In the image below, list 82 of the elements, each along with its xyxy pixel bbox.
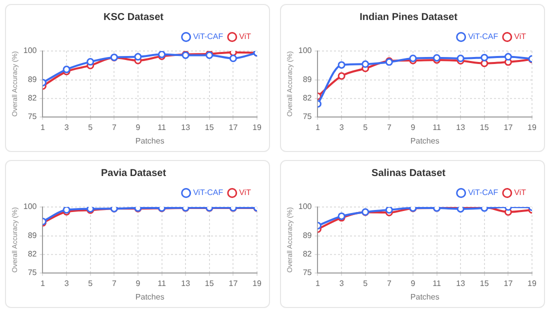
x-tick-label: 17 — [228, 122, 238, 132]
x-tick-label: 1 — [316, 278, 321, 288]
x-tick-label: 9 — [136, 122, 141, 132]
legend-label: ViT-CAF — [468, 188, 498, 198]
y-tick-label: 100 — [23, 46, 38, 56]
x-tick-label: 3 — [64, 278, 70, 288]
x-axis-title: Patches — [135, 292, 164, 302]
y-tick-label: 75 — [28, 268, 38, 278]
legend-label: ViT-CAF — [193, 188, 224, 198]
point — [456, 54, 464, 62]
x-tick-label: 19 — [252, 278, 262, 288]
point — [480, 54, 488, 62]
x-tick-label: 15 — [480, 122, 490, 132]
x-tick-label: 7 — [112, 122, 117, 132]
chart-title: Pavia Dataset — [100, 168, 167, 179]
x-tick-label: 11 — [432, 122, 442, 132]
chart-title: Indian Pines Dataset — [360, 12, 458, 23]
x-tick-label: 1 — [40, 278, 46, 288]
x-tick-label: 11 — [158, 122, 166, 132]
legend-label: ViT — [514, 188, 526, 198]
y-tick-label: 75 — [28, 112, 38, 122]
x-tick-label: 7 — [386, 278, 392, 288]
y-tick-label: 89 — [28, 231, 38, 240]
point — [504, 53, 512, 61]
point — [480, 60, 488, 68]
y-tick-label: 89 — [28, 75, 38, 84]
point — [338, 61, 346, 69]
x-axis-title: Patches — [410, 136, 440, 146]
x-tick-label: 17 — [228, 278, 238, 288]
x-tick-label: 7 — [386, 122, 392, 132]
legend-label: ViT — [239, 32, 252, 42]
y-tick-label: 82 — [302, 250, 312, 259]
y-tick-label: 82 — [28, 250, 38, 259]
x-tick-label: 3 — [64, 122, 70, 132]
x-tick-label: 1 — [40, 122, 46, 132]
legend-label: ViT — [239, 188, 252, 198]
x-tick-label: 11 — [158, 278, 166, 288]
point — [134, 53, 142, 61]
x-tick-label: 17 — [504, 122, 514, 132]
x-tick-label: 3 — [339, 122, 344, 132]
x-tick-label: 5 — [88, 122, 94, 132]
x-axis-title: Patches — [135, 136, 164, 146]
x-tick-label: 7 — [112, 278, 117, 288]
y-tick-label: 82 — [302, 94, 312, 103]
y-tick-label: 89 — [302, 75, 312, 84]
point — [338, 72, 346, 80]
y-tick-label: 82 — [28, 94, 38, 103]
point — [362, 60, 370, 68]
legend-label: ViT-CAF — [468, 32, 498, 42]
x-tick-label: 19 — [528, 278, 537, 288]
x-tick-label: 15 — [480, 278, 490, 288]
y-tick-label: 100 — [23, 202, 38, 212]
x-tick-label: 5 — [363, 278, 368, 288]
x-tick-label: 15 — [204, 278, 214, 288]
x-tick-label: 19 — [528, 122, 537, 132]
x-tick-label: 9 — [410, 278, 416, 288]
point — [229, 54, 237, 62]
x-tick-label: 19 — [252, 122, 262, 132]
x-tick-label: 13 — [181, 122, 191, 132]
x-tick-label: 17 — [504, 278, 514, 288]
x-tick-label: 13 — [181, 278, 191, 288]
x-tick-label: 1 — [316, 122, 321, 132]
x-tick-label: 5 — [363, 122, 368, 132]
y-tick-label: 75 — [302, 268, 312, 278]
legend-label: ViT — [514, 32, 526, 42]
x-tick-label: 13 — [456, 278, 466, 288]
y-tick-label: 75 — [302, 112, 312, 122]
x-tick-label: 9 — [136, 278, 141, 288]
point — [86, 58, 94, 66]
chart-title: KSC Dataset — [103, 12, 164, 23]
x-tick-label: 3 — [339, 278, 344, 288]
y-tick-label: 100 — [298, 46, 312, 56]
legend-label: ViT-CAF — [193, 32, 224, 42]
chart-title: Salinas Dataset — [372, 168, 446, 179]
x-tick-label: 11 — [432, 278, 442, 288]
x-tick-label: 13 — [456, 122, 466, 132]
x-tick-label: 9 — [410, 122, 416, 132]
x-axis-title: Patches — [410, 292, 440, 302]
x-tick-label: 5 — [88, 278, 94, 288]
y-tick-label: 100 — [298, 202, 312, 212]
x-tick-label: 15 — [204, 122, 214, 132]
y-tick-label: 89 — [302, 231, 312, 240]
